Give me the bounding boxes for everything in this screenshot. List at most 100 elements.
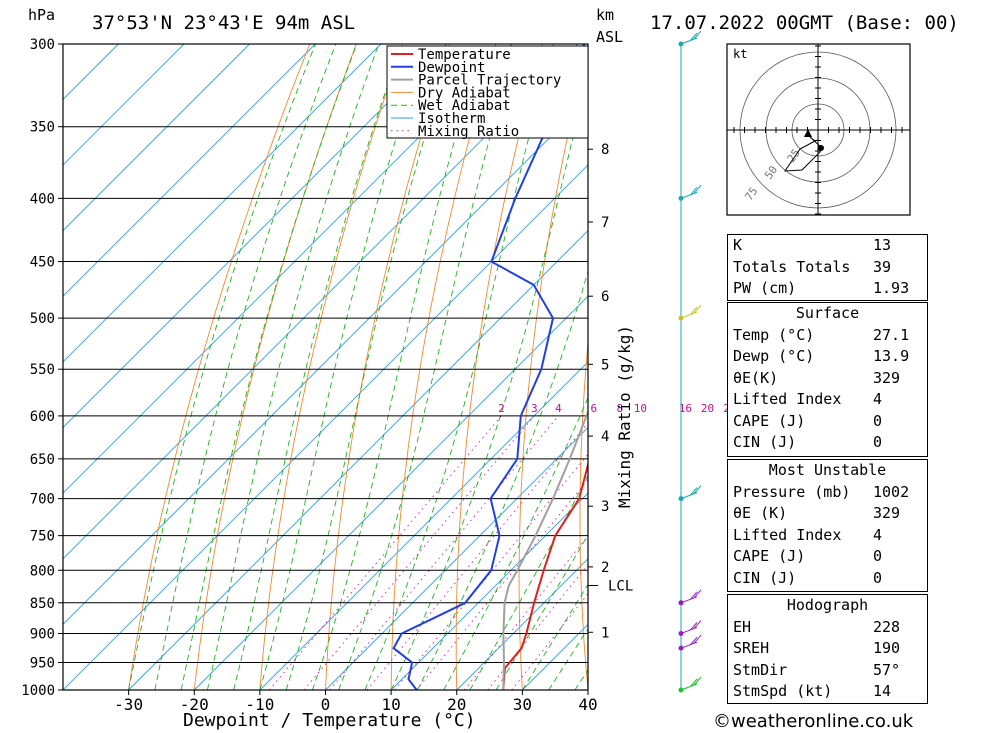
series-temperature <box>502 460 588 690</box>
surface-label: CAPE (J) <box>733 411 806 430</box>
dry-adiabat <box>325 44 450 690</box>
hodograph-stat-label: StmSpd (kt) <box>733 682 833 700</box>
legend-label: Wet Adiabat <box>418 98 511 114</box>
hodograph-unit: kt <box>733 47 747 61</box>
y-tick-label: 800 <box>30 563 55 579</box>
mixing-ratio-line <box>394 453 588 690</box>
hodograph-stat-row: SREH 190 <box>728 638 927 660</box>
surface-row: CIN (J) 0 <box>728 432 927 454</box>
surface-label: CIN (J) <box>733 433 797 451</box>
hodograph-stat-label: SREH <box>733 639 770 657</box>
surface-value: 4 <box>873 390 883 408</box>
surface-value: 13.9 <box>873 347 910 365</box>
wet-adiabat <box>154 44 337 690</box>
isotherm <box>325 426 588 690</box>
hodograph-stat-label: StmDir <box>733 660 788 679</box>
km-tick-label: 2 <box>601 560 609 576</box>
index-value: 1.93 <box>873 279 910 297</box>
surface-value: 329 <box>873 368 901 387</box>
most-unstable-value: 0 <box>873 547 883 565</box>
legend-label: Isotherm <box>418 111 485 127</box>
x-tick-label: 30 <box>513 695 532 714</box>
y-tick-label: 550 <box>30 362 55 378</box>
surface-title: Surface <box>795 304 860 322</box>
wind-barb <box>680 185 702 199</box>
legend-label: Dewpoint <box>418 60 485 76</box>
copyright[interactable]: ©weatheronline.co.uk <box>713 711 914 732</box>
isotherm <box>63 44 447 429</box>
km-tick-label: 8 <box>601 142 609 158</box>
mixing-ratio-label: 2 <box>498 402 505 415</box>
x-tick-label: 20 <box>447 695 466 714</box>
index-row: PW (cm) 1.93 <box>728 278 927 300</box>
surface-label: Dewp (°C) <box>733 347 815 365</box>
most-unstable-row: CIN (J) 0 <box>728 568 927 590</box>
series-dewpoint <box>392 44 586 690</box>
y-tick-label: 600 <box>30 409 55 425</box>
most-unstable-label: θE (K) <box>733 504 788 522</box>
index-label: Totals Totals <box>733 257 851 276</box>
wet-adiabat <box>364 44 554 690</box>
mixing-ratio-label: 20 <box>701 402 714 415</box>
most-unstable-row: θE (K) 329 <box>728 503 927 525</box>
most-unstable-label: Pressure (mb) <box>733 482 851 501</box>
wind-barb <box>680 620 702 634</box>
surface-label: Lifted Index <box>733 390 842 408</box>
y-tick-label: 700 <box>30 492 55 508</box>
dry-adiabat <box>390 44 497 690</box>
km-tick-label: 7 <box>601 215 609 231</box>
surface-row: θE(K) 329 <box>728 368 927 390</box>
most-unstable-value: 329 <box>873 504 901 522</box>
most-unstable-value: 0 <box>873 568 883 587</box>
most-unstable-row: CAPE (J) 0 <box>728 546 927 568</box>
unit-hpa: hPa <box>28 6 55 24</box>
most-unstable-label: CIN (J) <box>733 568 797 587</box>
index-value: 39 <box>873 257 892 276</box>
mixing-ratio-label: 3 <box>531 402 538 415</box>
datetime: 17.07.2022 00GMT (Base: 00) <box>650 12 959 34</box>
wind-barb <box>680 30 702 45</box>
ring-label: 50 <box>762 163 780 181</box>
isotherm <box>63 44 316 297</box>
wind-barb <box>680 676 702 691</box>
legend-label: Parcel Trajectory <box>418 73 561 89</box>
hodograph-stat-row: StmDir 57° <box>728 660 927 682</box>
index-label: K <box>733 236 743 254</box>
y-tick-label: 650 <box>30 452 55 468</box>
index-label: PW (cm) <box>733 279 797 297</box>
hodograph-stat-value: 57° <box>873 660 901 679</box>
mixing-ratio-line <box>416 479 588 690</box>
x-tick-label: 0 <box>321 695 331 714</box>
km-tick-label: 1 <box>601 625 609 641</box>
y-tick-label: 950 <box>30 655 55 671</box>
y-tick-label: 350 <box>30 120 55 136</box>
surface-row: Temp (°C) 27.1 <box>728 325 927 347</box>
x-axis-label: Dewpoint / Temperature (°C) <box>183 710 476 731</box>
location-title: 37°53'N 23°43'E 94m ASL <box>92 12 355 34</box>
surface-row: Lifted Index 4 <box>728 389 927 411</box>
isotherm <box>390 492 588 690</box>
surface-label: θE(K) <box>733 368 779 387</box>
km-tick-label: 5 <box>601 357 609 373</box>
surface-row: Dewp (°C) 13.9 <box>728 346 927 368</box>
wet-adiabat <box>180 44 358 690</box>
mixing-ratio-label: 6 <box>590 402 597 415</box>
hodograph-stat-row: StmSpd (kt) 14 <box>728 681 927 703</box>
km-tick-label: 4 <box>601 429 609 445</box>
wind-barb <box>680 589 702 604</box>
wet-adiabat <box>206 44 380 690</box>
isotherm <box>63 44 119 101</box>
most-unstable-label: Lifted Index <box>733 525 842 544</box>
wind-barb <box>680 634 702 649</box>
y-tick-label: 900 <box>30 626 55 642</box>
wet-adiabat <box>128 44 316 690</box>
hodograph-stat-label: EH <box>733 617 752 636</box>
index-row: Totals Totals 39 <box>728 257 927 279</box>
isotherm <box>128 229 588 690</box>
hodograph-trace <box>784 136 823 172</box>
hodograph-stat-value: 14 <box>873 682 892 700</box>
isotherm <box>63 44 382 363</box>
x-tick-label: -10 <box>245 695 274 714</box>
